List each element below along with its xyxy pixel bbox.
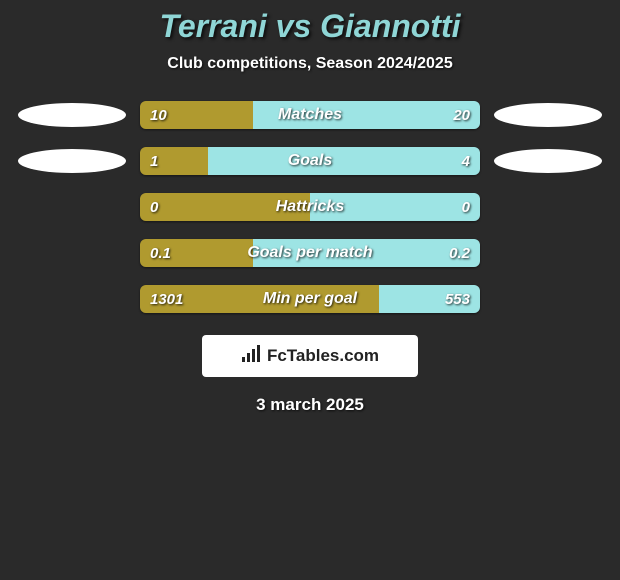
- chart-icon: [241, 345, 263, 368]
- stat-bar: 0.10.2Goals per match: [140, 239, 480, 267]
- spacer: [18, 195, 126, 219]
- stats-rows: 1020Matches 14Goals 00Hattricks 0.10.2Goals…: [0, 101, 620, 313]
- subtitle: Club competitions, Season 2024/2025: [167, 55, 452, 73]
- spacer: [494, 195, 602, 219]
- stat-bar: 1301553Min per goal: [140, 285, 480, 313]
- stat-bar: 00Hattricks: [140, 193, 480, 221]
- stat-label: Goals: [140, 147, 480, 175]
- comparison-card: Terrani vs Giannotti Club competitions, …: [0, 0, 620, 415]
- stat-row: 14Goals: [0, 147, 620, 175]
- stat-row: 1301553Min per goal: [0, 285, 620, 313]
- stat-row: 1020Matches: [0, 101, 620, 129]
- stat-label: Hattricks: [140, 193, 480, 221]
- player-left-marker: [18, 103, 126, 127]
- player-right-marker: [494, 149, 602, 173]
- spacer: [18, 241, 126, 265]
- player-left-marker: [18, 149, 126, 173]
- stat-bar: 1020Matches: [140, 101, 480, 129]
- stat-row: 00Hattricks: [0, 193, 620, 221]
- brand-text: FcTables.com: [267, 346, 379, 366]
- stat-bar: 14Goals: [140, 147, 480, 175]
- spacer: [18, 287, 126, 311]
- date-text: 3 march 2025: [256, 395, 364, 415]
- brand-badge[interactable]: FcTables.com: [202, 335, 418, 377]
- stat-label: Matches: [140, 101, 480, 129]
- stat-label: Min per goal: [140, 285, 480, 313]
- page-title: Terrani vs Giannotti: [159, 8, 460, 45]
- spacer: [494, 287, 602, 311]
- stat-label: Goals per match: [140, 239, 480, 267]
- stat-row: 0.10.2Goals per match: [0, 239, 620, 267]
- player-right-marker: [494, 103, 602, 127]
- spacer: [494, 241, 602, 265]
